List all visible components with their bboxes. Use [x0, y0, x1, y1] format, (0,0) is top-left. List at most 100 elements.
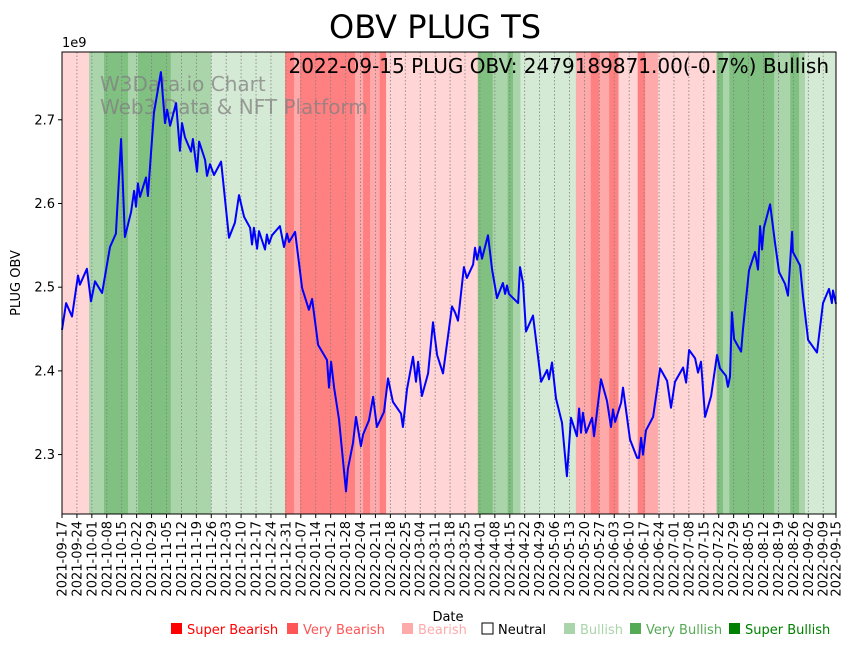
x-tick-label: 2022-04-15 [503, 521, 518, 597]
legend-swatch [402, 623, 413, 634]
legend-swatch [630, 623, 641, 634]
x-tick-label: 2021-09-24 [70, 521, 85, 597]
x-tick-label: 2022-05-20 [578, 521, 593, 597]
band-super-bullish [104, 52, 129, 514]
legend-swatch [171, 623, 182, 634]
x-tick-label: 2022-01-14 [309, 521, 324, 597]
y-tick-label: 2.3 [34, 448, 55, 463]
band-very-bearish [575, 52, 592, 514]
x-tick-label: 2021-11-12 [175, 521, 190, 597]
band-bearish [618, 52, 639, 514]
legend-swatch [564, 623, 575, 634]
y-axis: 2.3 2.4 2.5 2.6 2.7 [34, 113, 62, 463]
x-tick-label: 2022-03-18 [444, 521, 459, 597]
x-tick-label: 2022-06-03 [608, 521, 623, 597]
x-tick-label: 2022-05-06 [548, 521, 563, 597]
y-tick-label: 2.4 [34, 364, 55, 379]
x-tick-label: 2022-01-07 [294, 521, 309, 597]
y-tick-label: 2.6 [34, 197, 55, 212]
x-tick-label: 2021-11-05 [160, 521, 175, 597]
legend-label: Super Bearish [187, 623, 278, 638]
band-super-bullish [716, 52, 724, 514]
band-super-bearish [363, 52, 371, 514]
x-tick-label: 2021-10-22 [130, 521, 145, 597]
band-bearish [62, 52, 90, 514]
x-tick-label: 2021-12-10 [235, 521, 250, 597]
x-tick-label: 2022-02-04 [354, 521, 369, 597]
band-bullish [805, 52, 837, 514]
x-tick-label: 2021-10-29 [145, 521, 160, 597]
x-tick-label: 2022-07-01 [667, 521, 682, 597]
x-tick-label: 2022-05-13 [563, 521, 578, 597]
legend-item-bearish: Bearish [402, 623, 467, 638]
x-tick-label: 2022-06-10 [623, 521, 638, 597]
x-tick-label: 2022-07-08 [682, 521, 697, 597]
x-tick-label: 2022-08-05 [742, 521, 757, 597]
watermark-line-1: W3Data.io Chart [100, 72, 266, 96]
legend-label: Super Bullish [745, 623, 830, 638]
x-tick-label: 2022-01-21 [324, 521, 339, 597]
band-very-bullish [128, 52, 139, 514]
x-tick-label: 2022-07-22 [712, 521, 727, 597]
band-very-bullish [512, 52, 521, 514]
band-very-bearish [354, 52, 364, 514]
x-tick-label: 2021-10-15 [115, 521, 130, 597]
legend-label: Bearish [418, 623, 467, 638]
legend-label: Bullish [580, 623, 623, 638]
legend-label: Very Bullish [646, 623, 722, 638]
band-very-bearish [599, 52, 610, 514]
x-tick-label: 2022-02-11 [369, 521, 384, 597]
latest-value-annotation: 2022-09-15 PLUG OBV: 2479189871.00(-0.7%… [289, 54, 830, 78]
plot-frame [61, 51, 837, 515]
x-tick-label: 2021-11-26 [205, 521, 220, 597]
legend-item-super-bearish: Super Bearish [171, 623, 278, 638]
x-tick-label: 2022-02-25 [399, 521, 414, 597]
watermark: W3Data.io Chart Web3 Data & NFT Platform [100, 72, 368, 119]
band-super-bearish [379, 52, 387, 514]
watermark-line-2: Web3 Data & NFT Platform [100, 95, 368, 119]
x-tick-label: 2022-03-25 [458, 521, 473, 597]
x-tick-label: 2021-11-19 [190, 521, 205, 597]
x-tick-label: 2021-09-17 [56, 521, 71, 597]
y-axis-label: PLUG OBV [9, 250, 24, 316]
legend: Super Bearish Very Bearish Bearish Neutral B… [171, 622, 830, 638]
band-very-bearish [645, 52, 659, 514]
legend-swatch [287, 623, 298, 634]
x-tick-label: 2022-07-15 [697, 521, 712, 597]
legend-item-bullish: Bullish [564, 623, 623, 638]
chart-title: OBV PLUG TS [329, 8, 541, 46]
legend-item-super-bullish: Super Bullish [729, 623, 830, 638]
band-super-bullish [137, 52, 172, 514]
legend-item-neutral: Neutral [481, 622, 546, 638]
y-tick-label: 2.7 [34, 113, 55, 128]
band-super-bearish [285, 52, 295, 514]
band-super-bullish [477, 52, 494, 514]
band-bearish [386, 52, 479, 514]
x-tick-label: 2021-10-08 [100, 521, 115, 597]
band-super-bearish [590, 52, 600, 514]
x-axis: 2021-09-17 2021-09-24 2021-10-01 2021-10-08… [56, 514, 845, 597]
x-tick-label: 2022-02-18 [384, 521, 399, 597]
x-tick-label: 2022-09-02 [802, 521, 817, 597]
legend-label: Very Bearish [303, 623, 385, 638]
x-tick-label: 2022-06-17 [638, 521, 653, 597]
x-tick-label: 2021-10-01 [85, 521, 100, 597]
band-very-bullish [492, 52, 508, 514]
band-super-bullish [507, 52, 514, 514]
legend-item-very-bullish: Very Bullish [630, 623, 722, 638]
x-tick-label: 2021-12-24 [264, 521, 279, 597]
legend-label: Neutral [498, 623, 546, 638]
x-tick-label: 2022-03-11 [429, 521, 444, 597]
x-tick-label: 2022-07-29 [727, 521, 742, 597]
x-tick-label: 2022-03-04 [414, 521, 429, 597]
x-tick-label: 2021-12-17 [250, 521, 265, 597]
x-tick-label: 2022-05-27 [593, 521, 608, 597]
x-tick-label: 2022-04-22 [518, 521, 533, 597]
legend-swatch [729, 623, 740, 634]
x-axis-label: Date [432, 610, 463, 625]
x-tick-label: 2022-08-12 [757, 521, 772, 597]
y-tick-label: 2.5 [34, 281, 55, 296]
band-bullish [520, 52, 577, 514]
band-super-bearish [637, 52, 646, 514]
